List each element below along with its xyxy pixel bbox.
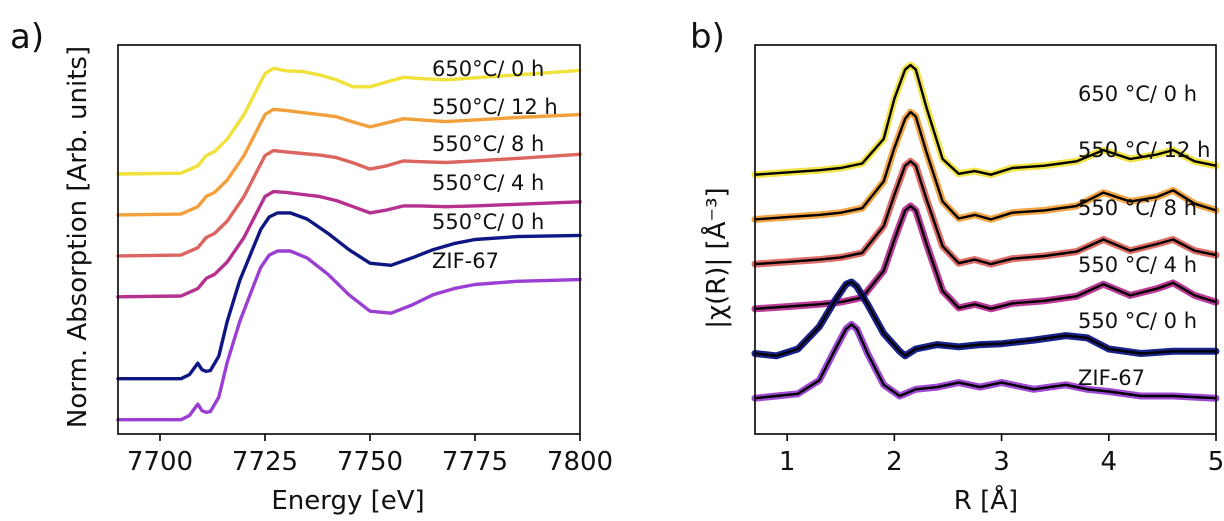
panel-a-xanes: a) Norm. Absorption [Arb. units] Energy … [10,17,613,516]
panel-b-fit-550-c-4-h [754,204,1217,310]
panel-a-frame [117,44,581,435]
panel-b-label-550-c-0-h: 550 °C/ 0 h [1078,309,1197,333]
x-tick-label: 3 [993,447,1010,477]
panel-a-label-550-c-12-h: 550°C/ 12 h [432,95,558,119]
panel-b-fit-550-c-0-h [754,280,1216,357]
x-tick-label: 4 [1101,447,1118,477]
panel-a-series-labels: 650°C/ 0 h 550°C/ 12 h 550°C/ 8 h 550°C/ 4 … [432,57,558,273]
panel-a-label-550-c-8-h: 550°C/ 8 h [432,132,544,156]
x-tick-label: 7775 [442,447,508,477]
panel-b-label-650-c-0-h: 650 °C/ 0 h [1078,82,1197,106]
x-tick-label: 2 [886,447,903,477]
panel-a-x-ticks: 7700 7725 7750 7775 7800 [127,434,613,477]
panel-b-fit-650-c-0-h [754,63,1217,176]
panel-a-series-550-c-4-h [116,189,582,299]
x-tick-label: 7750 [337,447,403,477]
x-tick-label: 5 [1208,447,1224,477]
panel-b-label-550-c-12-h: 550 °C/ 12 h [1078,138,1210,162]
panel-b-frame [754,44,1217,435]
panel-a-series-550-c-0-h [116,211,582,381]
panel-a-xlabel: Energy [eV] [271,486,424,516]
panel-b-fit-zif-67 [754,323,1217,400]
panel-b-exafs: b) |χ(R)| [Å⁻³] R [Å] 650 °C/ 0 h 550 °C/… [690,17,1224,516]
panel-b-xlabel: R [Å] [954,484,1018,516]
panel-a-label-zif-67: ZIF-67 [432,249,499,273]
panel-a-series-zif-67 [116,249,582,422]
panel-a-series-550-c-8-h [116,148,582,258]
x-tick-label: 7800 [547,447,613,477]
panel-b-label-zif-67: ZIF-67 [1078,366,1145,390]
panel-b-ylabel: |χ(R)| [Å⁻³] [700,187,732,328]
panel-b-x-ticks: 1 2 3 4 5 [779,434,1224,477]
panel-b-fit-550-c-8-h [754,160,1217,266]
panel-a-series-650-c-0-h [116,66,582,176]
panel-b-series [751,61,1220,402]
panel-a-series [116,66,582,422]
panel-b-fit-550-c-12-h [754,110,1217,221]
panel-a-label-650-c-0-h: 650°C/ 0 h [432,57,544,81]
panel-b-series-labels: 650 °C/ 0 h 550 °C/ 12 h 550 °C/ 8 h 550 °C… [1078,82,1210,390]
panel-b-label-550-c-8-h: 550 °C/ 8 h [1078,196,1197,220]
panel-a-letter: a) [10,17,44,57]
panel-a-series-550-c-12-h [116,107,582,217]
panel-a-label-550-c-4-h: 550°C/ 4 h [432,171,544,195]
panel-b-label-550-c-4-h: 550 °C/ 4 h [1078,253,1197,277]
x-tick-label: 7700 [127,447,193,477]
panel-a-ylabel: Norm. Absorption [Arb. units] [63,46,93,428]
panel-a-label-550-c-0-h: 550°C/ 0 h [432,210,544,234]
x-tick-label: 7725 [232,447,298,477]
panel-b-letter: b) [690,17,725,57]
x-tick-label: 1 [779,447,796,477]
